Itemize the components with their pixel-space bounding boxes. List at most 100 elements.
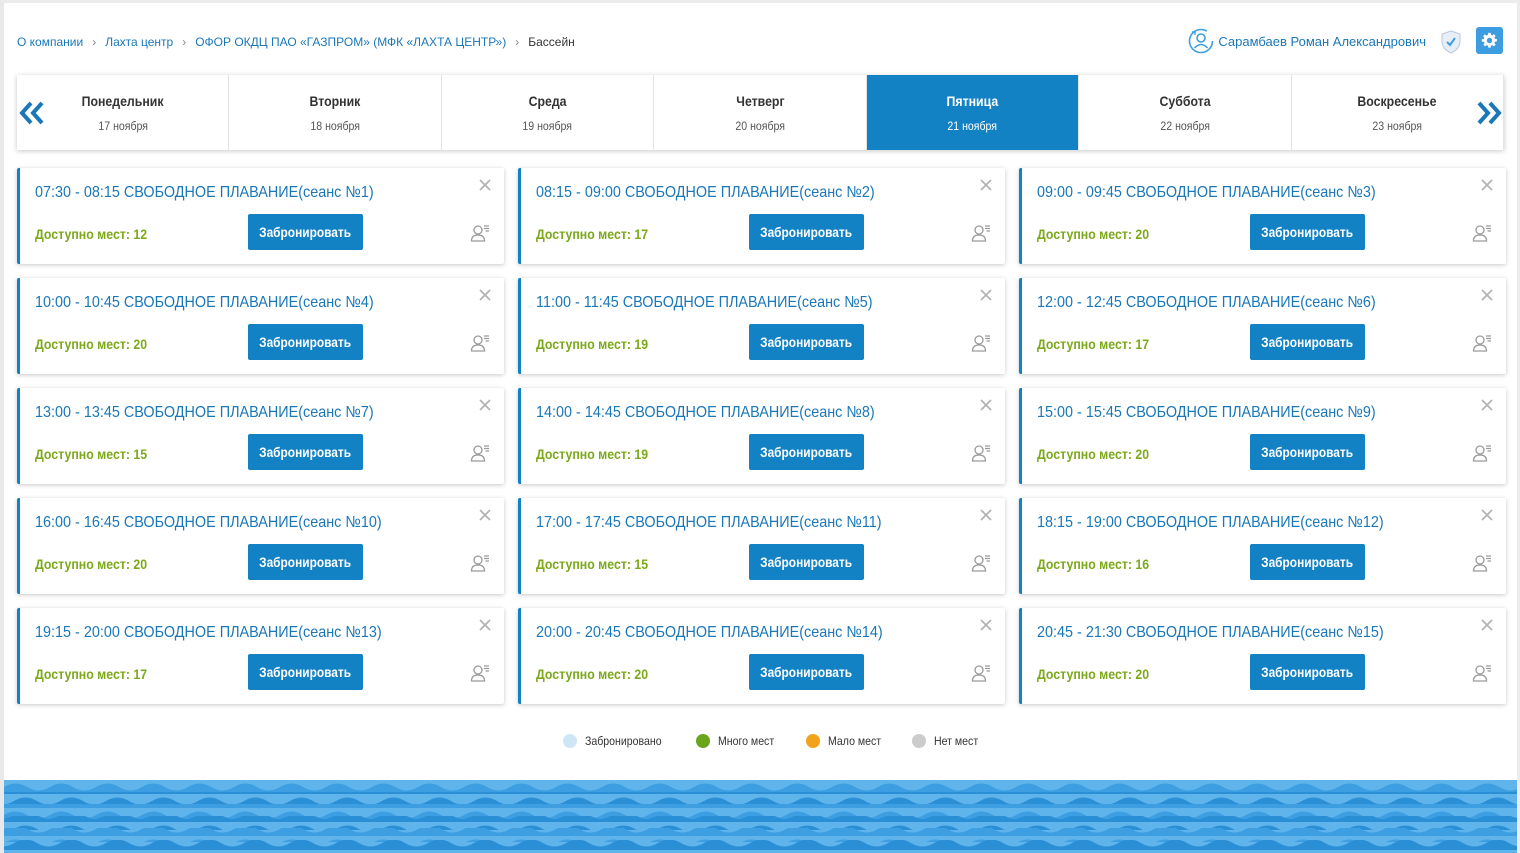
breadcrumb-link-company[interactable]: О компании [17,35,84,49]
day-tab-monday[interactable]: Понедельник 17 ноября [17,75,230,150]
participants-list-icon[interactable] [470,553,490,573]
book-button-label: Забронировать [1261,334,1354,350]
participants-list-icon[interactable] [470,333,490,353]
book-button[interactable]: Забронировать [749,654,864,690]
participants-list-icon[interactable] [971,333,991,353]
available-seats: Доступно мест: 17 [35,666,148,682]
close-icon[interactable] [1480,398,1494,412]
close-icon[interactable] [979,398,993,412]
session-title: 20:00 - 20:45 СВОБОДНОЕ ПЛАВАНИЕ(сеанс №… [536,624,883,641]
legend-label: Много мест [718,734,775,748]
user-avatar-icon [1189,28,1214,54]
participants-list-icon[interactable] [470,443,490,463]
day-date: 17 ноября [97,118,148,133]
legend-label: Нет мест [934,734,979,748]
close-icon[interactable] [979,178,993,192]
day-tab-friday[interactable]: Пятница 21 ноября [866,75,1080,150]
close-icon[interactable] [478,508,492,522]
available-seats: Доступно мест: 19 [536,336,649,352]
shield-check-icon[interactable] [1438,29,1464,55]
participants-list-icon[interactable] [1472,553,1492,573]
chevron-right-icon: › [515,35,520,49]
participants-list-icon[interactable] [1472,443,1492,463]
book-button[interactable]: Забронировать [248,544,363,580]
available-seats: Доступно мест: 15 [536,556,649,572]
settings-button[interactable] [1476,27,1503,54]
legend-dot [696,734,711,748]
available-seats: Доступно мест: 20 [1037,446,1150,462]
participants-list-icon[interactable] [971,663,991,683]
gear-icon [1481,32,1497,48]
day-tab-tuesday[interactable]: Вторник 18 ноября [229,75,442,150]
day-date: 22 ноября [1160,118,1210,133]
book-button-label: Забронировать [1261,554,1354,570]
book-button[interactable]: Забронировать [1250,324,1365,360]
available-seats: Доступно мест: 20 [536,666,649,682]
book-button[interactable]: Забронировать [1250,214,1365,250]
user-name: Сарамбаев Роман Александрович [1218,33,1426,49]
day-tab-thursday[interactable]: Четверг 20 ноября [654,75,867,150]
book-button[interactable]: Забронировать [749,324,864,360]
breadcrumb-link-lakhta[interactable]: Лахта центр [105,35,174,49]
session-grid: 07:30 - 08:15 СВОБОДНОЕ ПЛАВАНИЕ(сеанс №… [17,168,1506,704]
book-button[interactable]: Забронировать [749,214,864,250]
day-tab-saturday[interactable]: Суббота 22 ноября [1079,75,1292,150]
legend-dot [563,734,577,748]
previous-week-button[interactable] [15,75,49,150]
close-icon[interactable] [979,618,993,632]
available-seats: Доступно мест: 20 [1037,666,1150,682]
participants-list-icon[interactable] [971,553,991,573]
close-icon[interactable] [979,508,993,522]
session-title: 18:15 - 19:00 СВОБОДНОЕ ПЛАВАНИЕ(сеанс №… [1037,514,1384,531]
participants-list-icon[interactable] [1472,333,1492,353]
participants-list-icon[interactable] [470,663,490,683]
participants-list-icon[interactable] [470,223,490,243]
close-icon[interactable] [478,398,492,412]
week-day-selector: Понедельник 17 ноября Вторник 18 ноября … [17,75,1504,150]
book-button[interactable]: Забронировать [1250,654,1365,690]
close-icon[interactable] [1480,508,1494,522]
book-button-label: Забронировать [760,444,853,460]
session-title: 16:00 - 16:45 СВОБОДНОЕ ПЛАВАНИЕ(сеанс №… [35,514,382,531]
breadcrumb-link-ofor[interactable]: ОФОР ОКДЦ ПАО «ГАЗПРОМ» (МФК «ЛАХТА ЦЕНТ… [195,35,507,49]
day-name: Воскресенье [1357,92,1437,109]
book-button[interactable]: Забронировать [1250,434,1365,470]
book-button-label: Забронировать [760,224,853,240]
book-button[interactable]: Забронировать [248,214,363,250]
available-seats: Доступно мест: 20 [1037,226,1150,242]
session-card: 20:00 - 20:45 СВОБОДНОЕ ПЛАВАНИЕ(сеанс №… [518,608,1005,704]
session-card: 08:15 - 09:00 СВОБОДНОЕ ПЛАВАНИЕ(сеанс №… [518,168,1005,264]
day-tab-sunday[interactable]: Воскресенье 23 ноября [1292,75,1504,150]
close-icon[interactable] [478,288,492,302]
available-seats: Доступно мест: 20 [35,336,148,352]
book-button[interactable]: Забронировать [1250,544,1365,580]
participants-list-icon[interactable] [971,223,991,243]
book-button[interactable]: Забронировать [248,324,363,360]
close-icon[interactable] [478,618,492,632]
close-icon[interactable] [1480,288,1494,302]
session-card: 07:30 - 08:15 СВОБОДНОЕ ПЛАВАНИЕ(сеанс №… [17,168,504,264]
close-icon[interactable] [1480,178,1494,192]
book-button-label: Забронировать [1261,224,1354,240]
book-button[interactable]: Забронировать [749,544,864,580]
close-icon[interactable] [478,178,492,192]
participants-list-icon[interactable] [1472,663,1492,683]
book-button[interactable]: Забронировать [749,434,864,470]
next-week-button[interactable] [1472,75,1506,150]
session-title: 12:00 - 12:45 СВОБОДНОЕ ПЛАВАНИЕ(сеанс №… [1037,294,1376,311]
participants-list-icon[interactable] [971,443,991,463]
day-name: Пятница [946,92,999,109]
book-button[interactable]: Забронировать [248,654,363,690]
available-seats: Доступно мест: 15 [35,446,148,462]
session-card: 17:00 - 17:45 СВОБОДНОЕ ПЛАВАНИЕ(сеанс №… [518,498,1005,594]
session-title: 08:15 - 09:00 СВОБОДНОЕ ПЛАВАНИЕ(сеанс №… [536,184,875,201]
close-icon[interactable] [1480,618,1494,632]
double-chevron-right-icon [1477,101,1502,124]
day-tab-wednesday[interactable]: Среда 19 ноября [442,75,655,150]
close-icon[interactable] [979,288,993,302]
book-button[interactable]: Забронировать [248,434,363,470]
user-profile-link[interactable]: Сарамбаев Роман Александрович [1188,28,1426,54]
participants-list-icon[interactable] [1472,223,1492,243]
day-name: Понедельник [81,92,164,109]
